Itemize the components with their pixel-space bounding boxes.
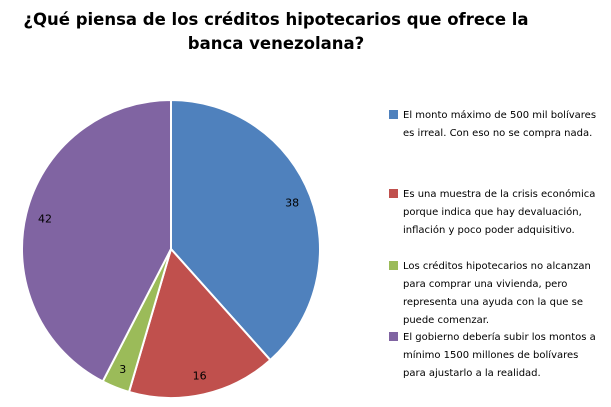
pie-slice — [127, 246, 272, 399]
legend-item-label: Los créditos hipotecarios no alcanzan pa… — [403, 261, 591, 326]
pie-slice-value-label: 38 — [285, 197, 299, 210]
legend-swatch-icon — [389, 189, 398, 198]
chart-title: ¿Qué piensa de los créditos hipotecarios… — [23, 10, 529, 53]
legend-swatch-icon — [389, 261, 398, 270]
pie-slice — [21, 98, 172, 383]
pie-slice-value-label: 16 — [193, 369, 207, 382]
pie-slice-value-label: 3 — [119, 363, 126, 376]
chart-legend: El monto máximo de 500 mil bolívares es … — [385, 97, 607, 397]
pie-slice-value-label: 42 — [38, 212, 52, 225]
legend-item-label: El gobierno debería subir los montos a m… — [403, 332, 596, 379]
legend-swatch-icon — [389, 110, 398, 119]
pie-chart: 38 16 3 42 — [21, 98, 321, 399]
legend-item-label: El monto máximo de 500 mil bolívares es … — [403, 110, 597, 139]
legend-item: Es una muestra de la crisis económica po… — [389, 186, 599, 240]
legend-item: Los créditos hipotecarios no alcanzan pa… — [389, 258, 599, 330]
pie-slice — [170, 98, 321, 362]
legend-swatch-icon — [389, 332, 398, 341]
legend-item-label: Es una muestra de la crisis económica po… — [403, 189, 596, 236]
legend-item: El gobierno debería subir los montos a m… — [389, 329, 599, 383]
legend-item: El monto máximo de 500 mil bolívares es … — [389, 107, 599, 143]
